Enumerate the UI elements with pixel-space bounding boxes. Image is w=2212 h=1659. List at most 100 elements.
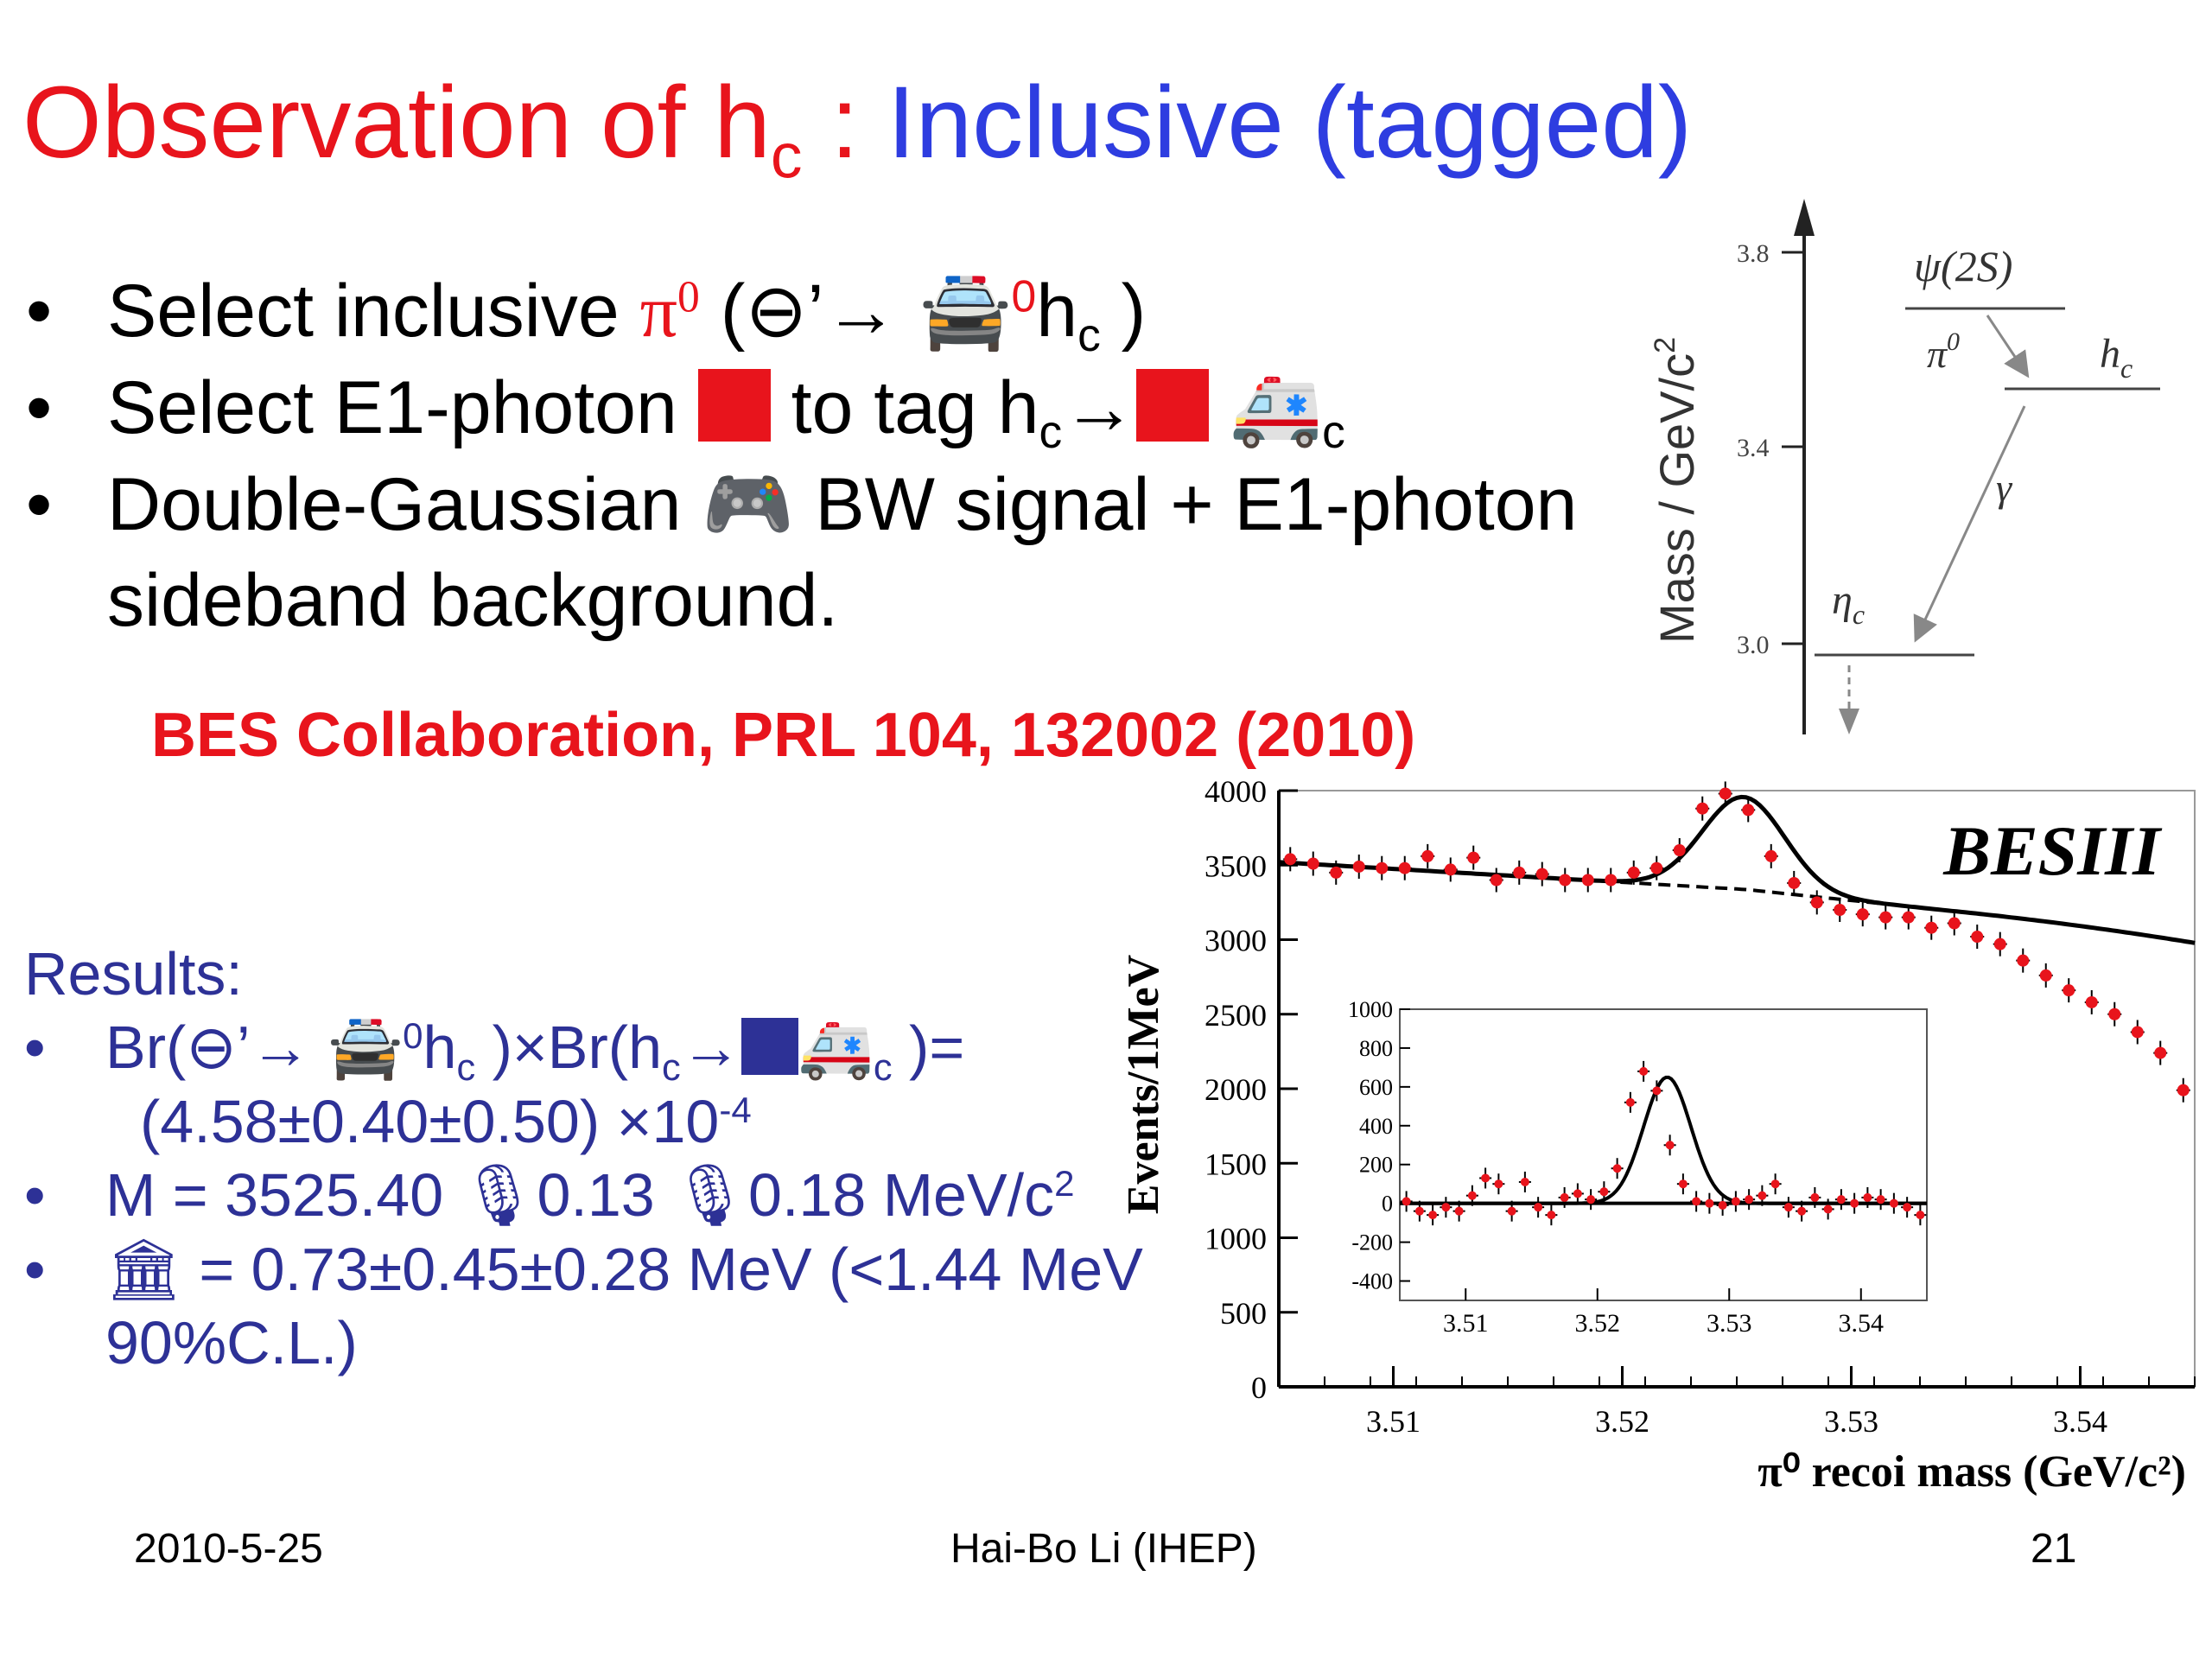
result-1-sub3: c bbox=[873, 1047, 893, 1090]
bullet-dot: • bbox=[24, 1014, 46, 1082]
axis-arrow-icon bbox=[1794, 199, 1815, 236]
diagram-ylabel: Mass / GeV/c bbox=[1649, 353, 1704, 644]
y-tick-label: 3000 bbox=[1205, 924, 1267, 958]
footer-author: Hai-Bo Li (IHEP) bbox=[950, 1526, 1257, 1572]
data-point bbox=[1467, 851, 1480, 864]
inset-data-point bbox=[1770, 1179, 1780, 1189]
inset-signal-curve bbox=[1400, 1075, 1927, 1205]
inset-data-point bbox=[1758, 1191, 1767, 1200]
y-tick-label: 3500 bbox=[1205, 849, 1267, 883]
inset-y-tick-label: -200 bbox=[1351, 1230, 1393, 1255]
data-point bbox=[1719, 787, 1732, 800]
y-tick-label: 4000 bbox=[1205, 778, 1267, 809]
red-square-glyph bbox=[697, 368, 771, 442]
result-1-b: h bbox=[423, 1014, 457, 1082]
x-tick-label: 3.53 bbox=[1824, 1404, 1878, 1439]
inset-data-point bbox=[1454, 1206, 1464, 1216]
data-point bbox=[1948, 917, 1961, 930]
result-2-c: 0.18 MeV/c bbox=[748, 1161, 1055, 1230]
result-2: • M = 3525.40 🎙0.13 🎙0.18 MeV/c2 bbox=[24, 1159, 1147, 1232]
slide-title: Observation of hc : Inclusive (tagged) bbox=[22, 62, 1693, 188]
inset-data-point bbox=[1547, 1211, 1556, 1220]
data-point bbox=[1513, 866, 1526, 879]
bullet-dot: • bbox=[24, 1161, 46, 1230]
bullet-2-arrow: → bbox=[1062, 365, 1137, 449]
inset-data-point bbox=[1534, 1203, 1543, 1212]
data-point bbox=[1535, 868, 1548, 880]
result-1-arrow: → bbox=[680, 1014, 741, 1082]
data-point bbox=[1810, 896, 1823, 909]
inset-y-tick-label: 400 bbox=[1359, 1114, 1393, 1139]
inset-frame bbox=[1399, 1008, 1928, 1301]
inset-y-tick-label: 800 bbox=[1359, 1036, 1393, 1061]
gamma-transition-arrow bbox=[1913, 405, 2026, 643]
footer-page-number: 21 bbox=[2031, 1526, 2077, 1572]
y-tick-label: 2500 bbox=[1205, 998, 1267, 1033]
data-point bbox=[1696, 802, 1709, 815]
pi0-label: π0 bbox=[1927, 327, 1960, 376]
results: Results: • Br(⊖’→ 🚔0hc )×Br(hc→ 🚑c )= (4.… bbox=[24, 938, 1147, 1380]
inset-x-tick-label: 3.52 bbox=[1575, 1309, 1621, 1338]
data-point bbox=[1398, 861, 1411, 874]
bullet-dot: • bbox=[26, 270, 53, 353]
data-point bbox=[1650, 861, 1663, 874]
data-point bbox=[1742, 804, 1755, 817]
inset-data-point bbox=[1573, 1189, 1582, 1198]
bullet-1-sup2: 0 bbox=[1011, 270, 1037, 321]
svg-text:Mass / GeV/c2: Mass / GeV/c2 bbox=[1649, 337, 1704, 644]
data-point bbox=[1490, 874, 1503, 887]
result-2-sup: 2 bbox=[1054, 1163, 1075, 1205]
inset-data-point bbox=[1586, 1195, 1596, 1205]
inset-data-point bbox=[1639, 1066, 1649, 1076]
pi0-transition-arrow bbox=[1986, 315, 2030, 378]
inset-data-point bbox=[1481, 1173, 1491, 1183]
inset-plot: 1000 800 600 400 200 0 -200 -400 3.51 3.52 3.53 3.5… bbox=[1348, 997, 1928, 1338]
inset-data-point bbox=[1467, 1191, 1477, 1200]
bullet-1-d: ) bbox=[1100, 270, 1147, 353]
data-point bbox=[1376, 861, 1389, 874]
inset-data-point bbox=[1692, 1197, 1701, 1206]
bullet-2-a: Select E1-photon bbox=[107, 365, 698, 449]
data-point bbox=[1879, 911, 1892, 924]
result-1-sub2: c bbox=[662, 1047, 681, 1090]
tick-label: 3.4 bbox=[1737, 434, 1770, 462]
data-point bbox=[2154, 1046, 2167, 1059]
data-point bbox=[1971, 931, 1984, 944]
data-point bbox=[1764, 849, 1777, 862]
inset-data-point bbox=[1625, 1097, 1635, 1107]
title-part2: Inclusive (tagged) bbox=[887, 66, 1693, 180]
police-car-icon: 🚔 bbox=[918, 270, 1012, 353]
bullet-list: • Select inclusive π0 (⊖’→ 🚔0hc ) • Sele… bbox=[26, 264, 1607, 650]
inset-data-point bbox=[1414, 1206, 1424, 1216]
result-1-e: )= bbox=[892, 1014, 965, 1082]
inset-x-tick-label: 3.53 bbox=[1707, 1309, 1752, 1338]
inset-data-point bbox=[1836, 1195, 1846, 1205]
data-point bbox=[1581, 874, 1594, 887]
total-fit-curve bbox=[1278, 794, 2196, 945]
data-point bbox=[1284, 853, 1297, 866]
inset-data-point bbox=[1783, 1203, 1793, 1212]
data-point bbox=[1605, 874, 1618, 887]
result-3-a: = 0.73±0.45±0.28 MeV (<1.44 MeV 90%C.L.) bbox=[105, 1235, 1143, 1376]
chart-ylabel: Events/1MeV bbox=[1119, 955, 1168, 1214]
data-point bbox=[1834, 904, 1847, 916]
inset-data-point bbox=[1850, 1198, 1859, 1208]
data-point bbox=[2063, 984, 2075, 997]
footer-date: 2010-5-25 bbox=[134, 1526, 323, 1572]
classical-building-icon: 🏛 bbox=[105, 1235, 182, 1303]
diagram-ylabel-sup: 2 bbox=[1649, 337, 1681, 353]
title-sub: c bbox=[770, 120, 803, 192]
blue-square-glyph bbox=[741, 1018, 798, 1076]
inset-x-tick-label: 3.54 bbox=[1839, 1309, 1885, 1338]
inset-y-tick-label: 1000 bbox=[1348, 997, 1393, 1022]
police-car-icon: 🚔 bbox=[327, 1014, 404, 1082]
inset-data-point bbox=[1876, 1195, 1885, 1205]
inset-data-point bbox=[1428, 1211, 1438, 1220]
bullet-dot: • bbox=[24, 1235, 46, 1303]
y-tick-label: 500 bbox=[1220, 1296, 1267, 1331]
data-point bbox=[2017, 954, 2030, 967]
inset-y-tick-label: 600 bbox=[1359, 1075, 1393, 1100]
inset-data-point bbox=[1903, 1203, 1912, 1212]
inset-y-tick-label: 0 bbox=[1382, 1192, 1393, 1217]
data-point bbox=[1306, 857, 1319, 870]
